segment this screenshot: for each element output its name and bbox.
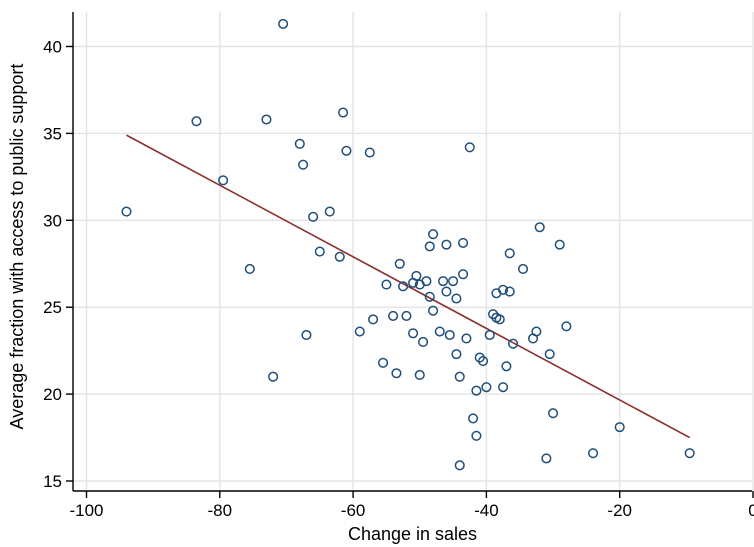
data-point bbox=[324, 206, 335, 217]
data-point bbox=[368, 314, 379, 325]
data-point bbox=[408, 328, 419, 339]
data-point bbox=[341, 145, 352, 156]
data-point bbox=[354, 326, 365, 337]
data-point bbox=[418, 336, 429, 348]
data-point bbox=[541, 453, 552, 464]
data-point bbox=[518, 263, 529, 275]
data-point bbox=[444, 329, 455, 341]
ticks: -100 -80 -60 -40 -20 0 15 20 25 30 35 40 bbox=[43, 38, 754, 521]
data-point bbox=[308, 211, 319, 222]
data-point bbox=[388, 310, 399, 321]
data-point bbox=[494, 314, 505, 325]
data-point bbox=[378, 357, 389, 368]
data-point bbox=[458, 237, 469, 248]
data-point bbox=[464, 142, 475, 153]
data-point bbox=[401, 310, 412, 321]
data-point bbox=[498, 382, 509, 393]
x-tick-label: -60 bbox=[341, 501, 366, 520]
data-point bbox=[508, 338, 519, 349]
data-point bbox=[544, 349, 555, 360]
data-point bbox=[421, 276, 432, 287]
data-point bbox=[301, 329, 312, 341]
data-point bbox=[294, 138, 305, 149]
x-tick-label: -20 bbox=[607, 501, 632, 520]
axes bbox=[72, 12, 752, 492]
data-point bbox=[391, 368, 402, 379]
data-point bbox=[534, 222, 545, 233]
data-point bbox=[587, 448, 599, 459]
y-tick-label: 35 bbox=[43, 124, 62, 143]
data-point bbox=[504, 248, 515, 259]
data-point bbox=[334, 251, 345, 262]
data-point bbox=[451, 349, 462, 360]
data-point bbox=[548, 408, 559, 419]
data-point bbox=[454, 460, 465, 471]
data-point bbox=[684, 448, 695, 459]
data-point bbox=[424, 241, 435, 252]
data-point bbox=[244, 263, 255, 275]
data-point bbox=[191, 116, 202, 127]
data-point bbox=[394, 258, 405, 269]
data-point bbox=[471, 430, 482, 441]
grid-lines bbox=[73, 12, 754, 491]
data-point bbox=[498, 284, 509, 295]
data-point bbox=[434, 326, 445, 337]
data-point bbox=[471, 385, 482, 396]
y-tick-label: 30 bbox=[43, 211, 62, 230]
data-point bbox=[261, 114, 272, 125]
data-point bbox=[414, 369, 425, 381]
data-point bbox=[501, 361, 512, 372]
x-tick-label: 0 bbox=[748, 501, 754, 520]
data-point bbox=[381, 279, 392, 290]
x-tick-label: -100 bbox=[69, 501, 103, 520]
data-point bbox=[338, 107, 349, 118]
data-point bbox=[278, 18, 289, 29]
data-point bbox=[411, 270, 422, 281]
data-points bbox=[121, 18, 695, 471]
data-point bbox=[428, 229, 439, 240]
y-axis-title: Average fraction with access to public s… bbox=[7, 64, 27, 430]
data-point bbox=[448, 276, 459, 287]
y-tick-label: 40 bbox=[43, 38, 62, 57]
x-tick-label: -80 bbox=[208, 501, 233, 520]
x-axis-title: Change in sales bbox=[348, 524, 477, 544]
y-tick-label: 25 bbox=[43, 298, 62, 317]
data-point bbox=[531, 326, 542, 337]
y-tick-label: 20 bbox=[43, 385, 62, 404]
data-point bbox=[438, 276, 449, 287]
data-point bbox=[504, 286, 515, 297]
data-point bbox=[298, 159, 309, 170]
data-point bbox=[218, 175, 229, 186]
data-point bbox=[454, 371, 465, 382]
data-point bbox=[478, 356, 489, 367]
y-tick-label: 15 bbox=[43, 472, 62, 491]
data-point bbox=[614, 422, 625, 433]
data-point bbox=[428, 305, 439, 316]
x-tick-label: -40 bbox=[474, 501, 499, 520]
data-point bbox=[554, 239, 565, 250]
data-point bbox=[561, 321, 572, 332]
data-point bbox=[364, 147, 375, 158]
data-point bbox=[268, 371, 279, 382]
data-point bbox=[398, 281, 409, 292]
data-point bbox=[458, 269, 469, 280]
data-point bbox=[424, 291, 435, 302]
data-point bbox=[121, 206, 132, 217]
data-point bbox=[484, 329, 495, 341]
data-point bbox=[441, 286, 452, 297]
data-point bbox=[481, 382, 492, 393]
data-point bbox=[441, 239, 452, 250]
data-point bbox=[461, 333, 472, 344]
data-point bbox=[314, 246, 325, 257]
data-point bbox=[468, 413, 479, 424]
data-point bbox=[451, 293, 462, 304]
